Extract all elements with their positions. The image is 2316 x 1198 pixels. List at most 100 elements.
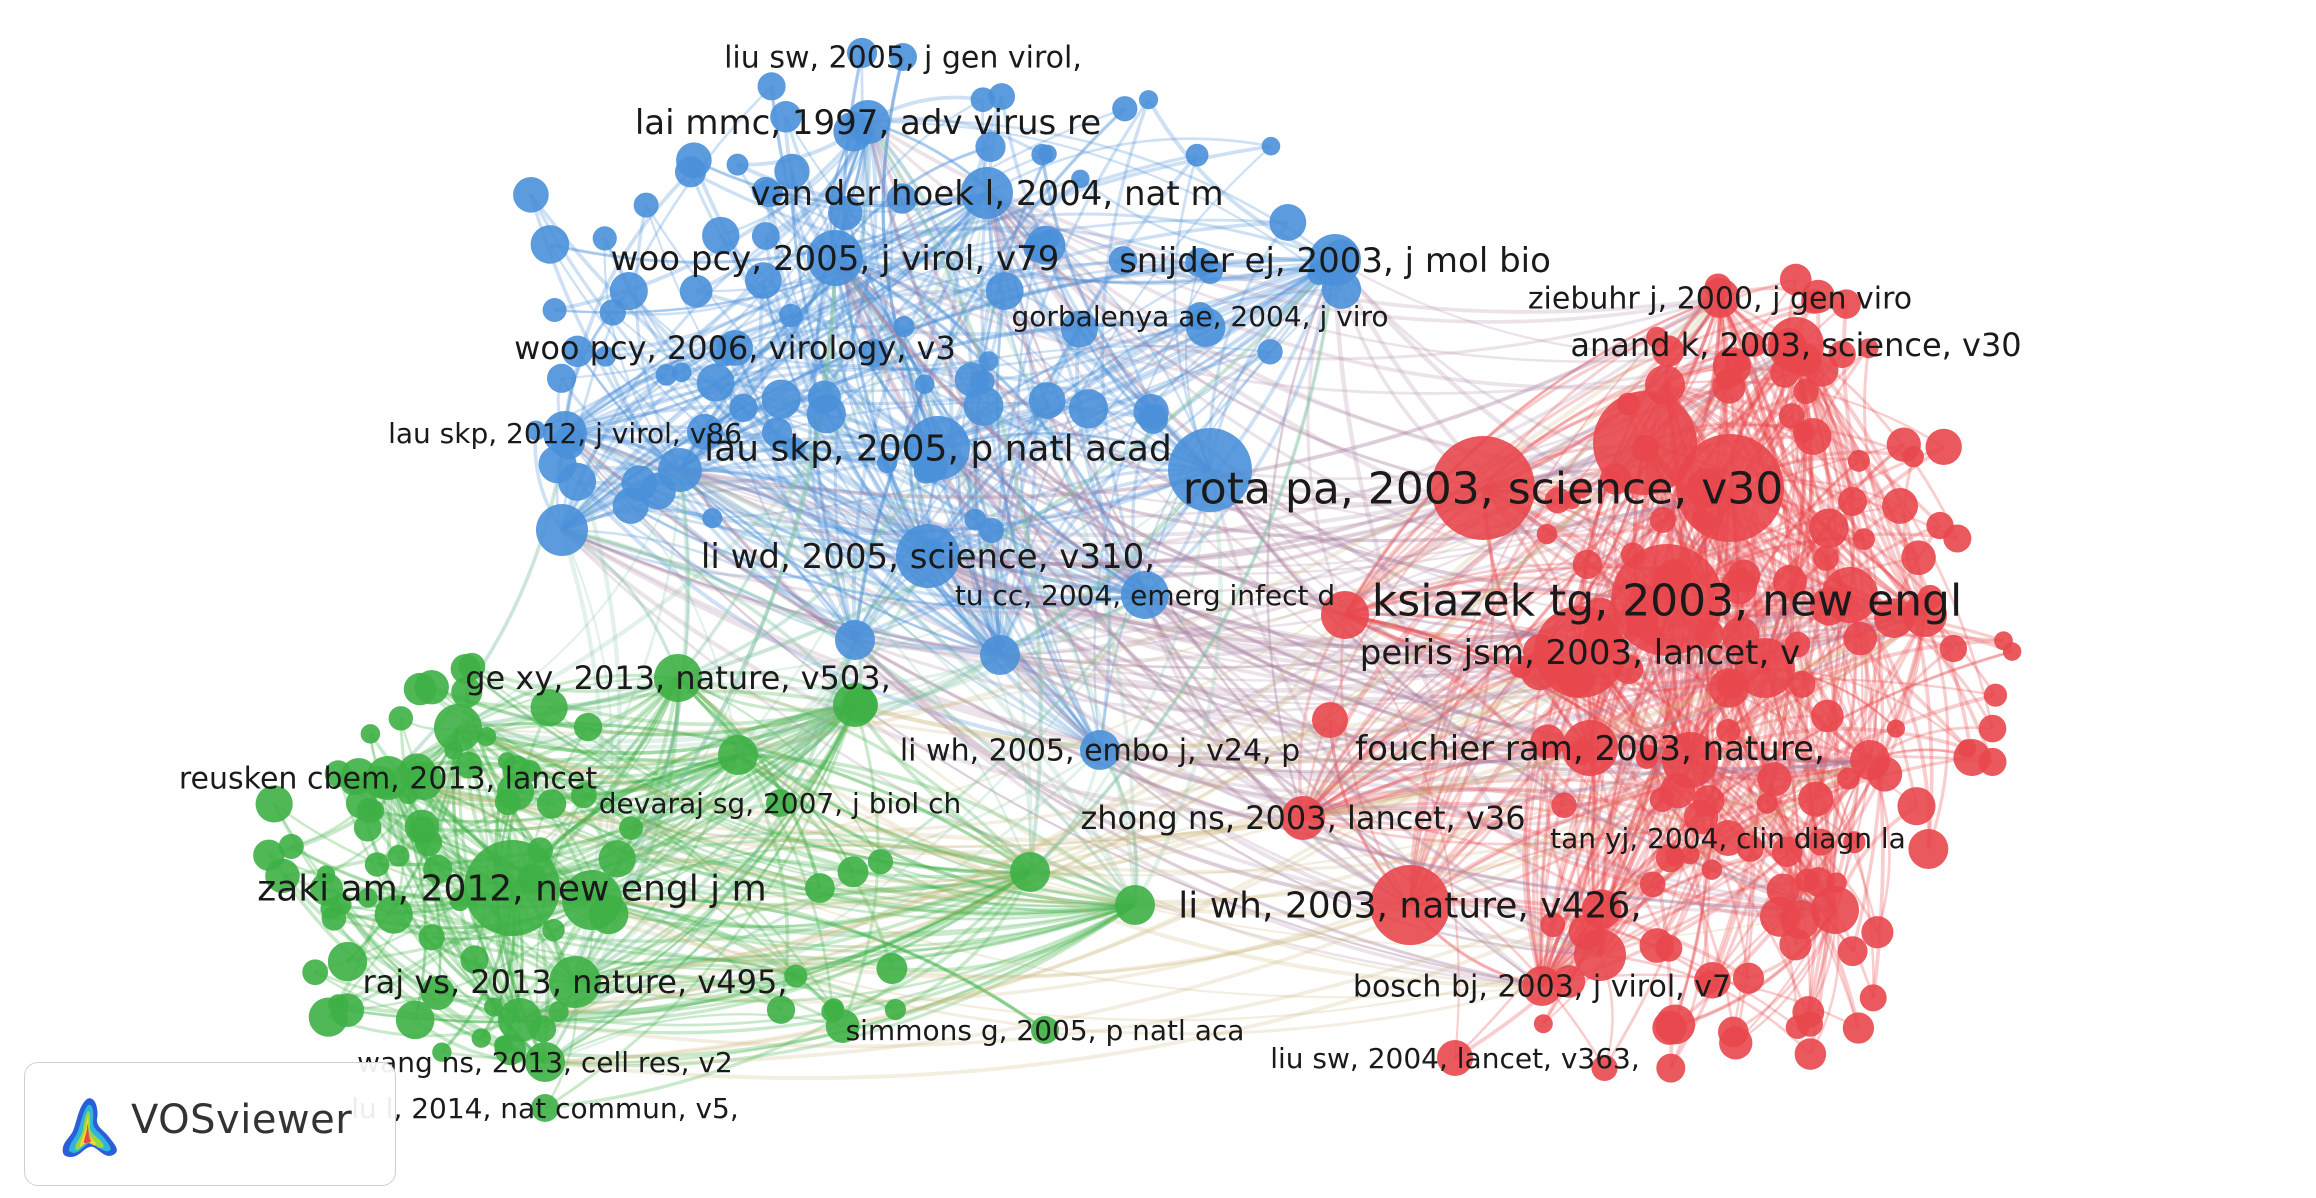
red-cluster-node[interactable] (1649, 506, 1676, 533)
green-cluster-node[interactable] (825, 1009, 860, 1043)
blue-cluster-node[interactable] (1028, 382, 1066, 419)
red-cluster-node[interactable] (1978, 714, 2007, 743)
green-cluster-node[interactable] (302, 959, 329, 986)
green-cluster-node[interactable] (327, 941, 368, 982)
red-cluster-node[interactable] (1540, 912, 1566, 938)
node-label-zaki-am-2012[interactable]: zaki am, 2012, new engl j m (257, 869, 766, 910)
green-cluster-node[interactable] (404, 809, 440, 845)
red-cluster-node[interactable] (1859, 984, 1887, 1012)
red-cluster-node[interactable] (1639, 871, 1666, 898)
blue-cluster-node[interactable] (676, 142, 712, 179)
node-label-raj-vs-2013[interactable]: raj vs, 2013, nature, v495, (363, 963, 788, 1001)
blue-cluster-node[interactable] (783, 436, 806, 460)
node-label-liu-sw-2004[interactable]: liu sw, 2004, lancet, v363, (1270, 1042, 1640, 1075)
blue-cluster-node[interactable] (609, 271, 648, 311)
red-cluster-node[interactable] (1908, 829, 1949, 870)
red-cluster-node[interactable] (1742, 333, 1766, 357)
blue-cluster-node[interactable] (633, 192, 659, 218)
green-cluster-node[interactable] (477, 726, 497, 747)
blue-cluster-node[interactable] (978, 517, 1005, 544)
blue-cluster-node[interactable] (846, 100, 890, 144)
red-cluster-node[interactable] (1831, 289, 1861, 319)
green-cluster-node[interactable] (562, 870, 622, 930)
red-cluster-node[interactable] (1794, 418, 1832, 455)
red-cluster-node[interactable] (1788, 670, 1816, 698)
blue-cluster-node[interactable] (886, 183, 918, 214)
green-cluster-node[interactable] (414, 670, 449, 705)
red-cluster-node[interactable] (1847, 449, 1870, 472)
green-cluster-node[interactable] (278, 833, 304, 859)
node-label-wang-ns-2013[interactable]: wang ns, 2013, cell res, v2 (357, 1046, 733, 1079)
blue-cluster-node[interactable] (896, 524, 960, 588)
red-cluster-node[interactable] (1694, 962, 1731, 999)
node-label-devaraj-2007[interactable]: devaraj sg, 2007, j biol ch (599, 787, 961, 820)
node-label-rota-pa-2003[interactable]: rota pa, 2003, science, v30 (1183, 463, 1784, 514)
blue-cluster-node[interactable] (889, 43, 917, 71)
blue-cluster-node[interactable] (980, 635, 1020, 675)
node-label-anand-k-2003[interactable]: anand k, 2003, science, v30 (1570, 326, 2021, 364)
node-label-van-der-hoek-2004[interactable]: van der hoek l, 2004, nat m (750, 174, 1223, 214)
blue-cluster-node[interactable] (770, 101, 802, 133)
red-cluster-node[interactable] (1771, 836, 1803, 867)
red-cluster-node[interactable] (1581, 889, 1622, 930)
red-cluster-node[interactable] (1716, 718, 1741, 744)
red-cluster-node[interactable] (1639, 928, 1675, 963)
blue-cluster-node[interactable] (1138, 90, 1159, 110)
blue-cluster-node[interactable] (546, 363, 577, 393)
blue-cluster-node[interactable] (525, 420, 546, 441)
red-cluster-node[interactable] (1656, 1053, 1686, 1083)
blue-cluster-node[interactable] (1168, 428, 1252, 512)
node-label-fouchier-2003[interactable]: fouchier ram, 2003, nature, (1355, 729, 1825, 769)
red-cluster-node[interactable] (1720, 568, 1758, 605)
red-cluster-node[interactable] (1572, 549, 1602, 580)
blue-cluster-node[interactable] (513, 176, 549, 213)
green-cluster-node[interactable] (450, 654, 481, 684)
red-cluster-node[interactable] (1784, 631, 1811, 658)
red-cluster-node[interactable] (1655, 843, 1685, 873)
red-cluster-node[interactable] (1925, 428, 1962, 466)
green-cluster-node[interactable] (766, 995, 796, 1024)
green-cluster-node[interactable] (1115, 885, 1155, 925)
red-cluster-node[interactable] (1574, 929, 1626, 981)
red-cluster-node[interactable] (1886, 427, 1921, 462)
green-cluster-node[interactable] (451, 676, 483, 708)
node-label-ziebuhr-2000[interactable]: ziebuhr j, 2000, j gen viro (1528, 282, 1912, 317)
red-cluster-node[interactable] (1635, 747, 1658, 770)
green-cluster-node[interactable] (423, 854, 453, 884)
green-cluster-node[interactable] (460, 945, 489, 974)
green-cluster-node[interactable] (432, 1042, 452, 1062)
blue-cluster-node[interactable] (595, 345, 616, 367)
blue-cluster-node[interactable] (686, 413, 723, 450)
node-label-snijder-ej-2003[interactable]: snijder ej, 2003, j mol bio (1119, 241, 1551, 281)
red-cluster-node[interactable] (1551, 792, 1577, 819)
red-cluster-node[interactable] (1842, 1012, 1875, 1044)
blue-cluster-node[interactable] (1071, 169, 1090, 189)
green-cluster-node[interactable] (1010, 852, 1050, 892)
red-cluster-node[interactable] (1811, 886, 1859, 934)
node-label-li-wh-2003[interactable]: li wh, 2003, nature, v426, (1178, 886, 1641, 927)
red-cluster-node[interactable] (1611, 544, 1723, 656)
blue-cluster-node[interactable] (1257, 339, 1283, 365)
red-cluster-node[interactable] (1370, 865, 1450, 945)
blue-cluster-node[interactable] (876, 452, 898, 474)
node-label-zhong-ns-2003[interactable]: zhong ns, 2003, lancet, v36 (1080, 799, 1525, 837)
red-cluster-node[interactable] (1683, 799, 1719, 835)
red-cluster-node[interactable] (1321, 591, 1369, 639)
blue-cluster-node[interactable] (1031, 143, 1053, 166)
blue-cluster-node[interactable] (558, 462, 597, 501)
red-cluster-node[interactable] (1652, 335, 1684, 367)
blue-cluster-node[interactable] (1269, 204, 1307, 241)
green-cluster-node[interactable] (366, 756, 410, 800)
red-cluster-node[interactable] (1858, 338, 1879, 359)
red-cluster-node[interactable] (1897, 787, 1936, 826)
blue-cluster-node[interactable] (828, 195, 863, 231)
green-cluster-node[interactable] (654, 654, 702, 702)
red-cluster-node[interactable] (1662, 732, 1718, 788)
green-cluster-node[interactable] (536, 789, 567, 819)
node-label-lu-l-2014[interactable]: lu l, 2014, nat commun, v5, (351, 1092, 739, 1125)
green-cluster-node[interactable] (530, 689, 568, 727)
green-cluster-node[interactable] (804, 873, 835, 903)
blue-cluster-node[interactable] (755, 179, 784, 208)
blue-cluster-node[interactable] (893, 316, 915, 338)
green-cluster-node[interactable] (573, 712, 603, 742)
